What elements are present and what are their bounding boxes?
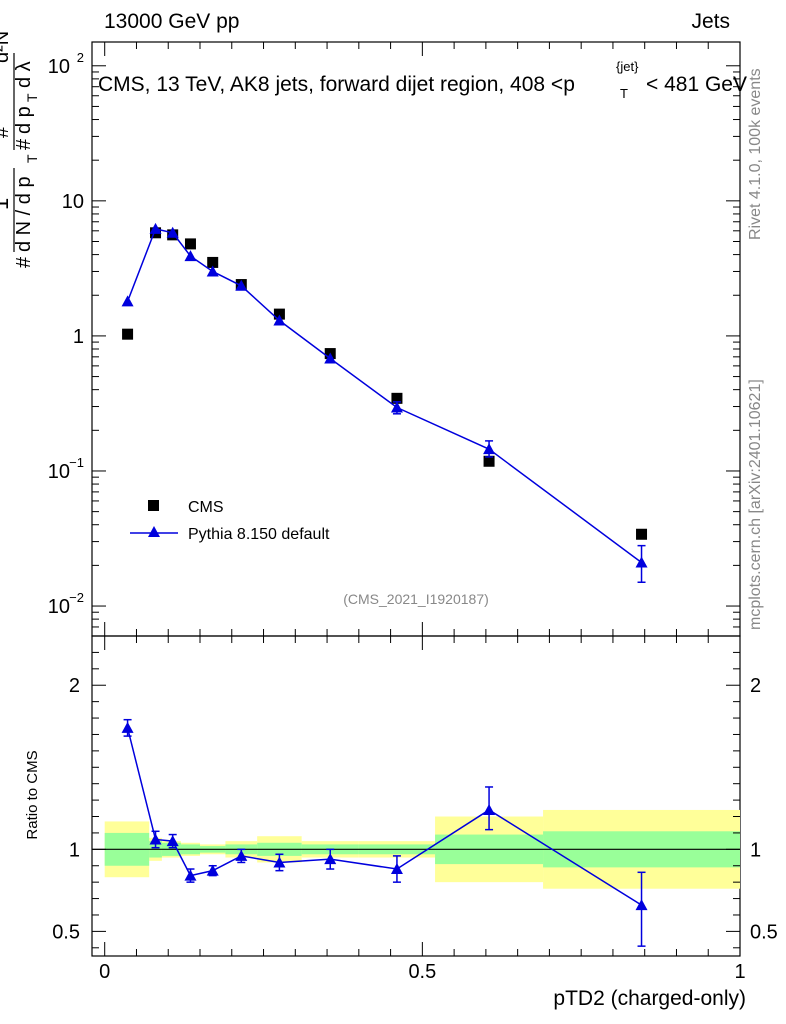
- svg-text:#: #: [0, 126, 13, 138]
- ratio-y-tick-label-right: 2: [750, 675, 761, 697]
- ratio-series: [121, 718, 648, 947]
- pythia-data-point: [206, 265, 219, 277]
- header-right: Jets: [691, 10, 730, 33]
- ratio-y-tick-label-right: 1: [750, 839, 761, 861]
- ratio-plot-frame: [91, 635, 741, 957]
- svg-text:d N / d p: d N / d p: [13, 176, 35, 252]
- ratio-data-point: [166, 835, 179, 847]
- pythia-data-point: [635, 556, 648, 568]
- mcplots-label: mcplots.cern.ch [arXiv:2401.10621]: [747, 379, 764, 630]
- legend-cms-marker: [148, 500, 159, 511]
- pythia-data-point: [166, 226, 179, 238]
- main-series: [121, 222, 648, 584]
- header-left: 13000 GeV pp: [104, 10, 239, 33]
- main-y-tick-exponent: −2: [69, 590, 84, 605]
- svg-text:d²N: d²N: [0, 31, 13, 63]
- legend: CMS Pythia 8.150 default: [130, 499, 330, 543]
- pythia-data-point: [324, 352, 337, 364]
- title-tail: < 481 GeV: [646, 73, 747, 96]
- legend-cms-label: CMS: [188, 499, 224, 516]
- svg-text:T: T: [24, 154, 40, 163]
- x-axis-label: pTD2 (charged-only): [553, 987, 746, 1010]
- main-y-tick-exponent: 2: [77, 50, 84, 65]
- svg-text:1: 1: [0, 198, 13, 210]
- svg-text:T: T: [24, 93, 40, 102]
- svg-text:d p: d p: [13, 106, 35, 134]
- ratio-x-tick-label: 1: [734, 961, 745, 983]
- ratio-data-point: [149, 833, 162, 845]
- main-y-axis-label: # d N / d p T # d p T d λ 1 # d²N: [0, 31, 40, 268]
- main-title: CMS, 13 TeV, AK8 jets, forward dijet reg…: [98, 59, 747, 101]
- analysis-watermark: (CMS_2021_I1920187): [343, 591, 489, 607]
- svg-text:#: #: [13, 138, 35, 150]
- main-y-tick-label: 1: [73, 326, 84, 348]
- svg-text:d λ: d λ: [13, 61, 35, 88]
- legend-pythia-marker: [148, 526, 160, 537]
- ratio-y-tick-label-left: 2: [69, 675, 80, 697]
- main-y-tick-label: 10: [62, 191, 84, 213]
- ratio-data-point: [324, 853, 337, 865]
- ratio-x-tick-label: 0.5: [408, 961, 436, 983]
- pythia-data-point: [149, 222, 162, 234]
- ratio-data-point: [635, 899, 648, 911]
- ratio-axes: 0.5 0.51 12 20 0.5 1: [52, 636, 778, 983]
- cms-data-point: [207, 256, 219, 268]
- ratio-data-point: [184, 869, 197, 881]
- svg-text:#: #: [13, 256, 35, 268]
- pythia-data-point: [184, 250, 197, 262]
- ratio-y-tick-label-left: 1: [69, 839, 80, 861]
- pythia-data-point: [390, 401, 403, 413]
- cms-data-point: [636, 528, 648, 540]
- ratio-y-tick-label-left: 0.5: [52, 921, 80, 943]
- cms-data-point: [122, 328, 134, 340]
- ratio-data-point: [235, 849, 248, 861]
- main-y-tick-label: 10: [48, 56, 70, 78]
- title-sub: T: [620, 86, 628, 101]
- legend-pythia-label: Pythia 8.150 default: [188, 526, 330, 543]
- pythia-data-point: [235, 279, 248, 291]
- cms-data-point: [273, 308, 285, 320]
- pythia-data-point: [121, 295, 134, 307]
- ratio-data-point: [483, 803, 496, 815]
- title-sup: {jet}: [616, 59, 639, 74]
- ratio-data-point: [121, 721, 134, 733]
- ratio-data-point: [390, 863, 403, 875]
- main-y-tick-label: 10: [48, 596, 70, 618]
- cms-data-point: [483, 455, 495, 467]
- main-y-tick-label: 10: [48, 461, 70, 483]
- pythia-data-point: [273, 314, 286, 326]
- main-y-tick-exponent: −1: [69, 455, 84, 470]
- ratio-data-point: [273, 856, 286, 868]
- cms-data-point: [184, 238, 196, 250]
- pythia-data-point: [483, 443, 496, 455]
- main-plot-frame: [91, 41, 741, 637]
- ratio-data-point: [206, 864, 219, 876]
- rivet-label: Rivet 4.1.0, 100k events: [747, 68, 764, 240]
- ratio-y-axis-label: Ratio to CMS: [24, 750, 41, 839]
- cms-data-point: [391, 392, 403, 404]
- ratio-y-tick-label-right: 0.5: [750, 921, 778, 943]
- ratio-x-tick-label: 0: [99, 961, 110, 983]
- title-main: CMS, 13 TeV, AK8 jets, forward dijet reg…: [98, 73, 575, 96]
